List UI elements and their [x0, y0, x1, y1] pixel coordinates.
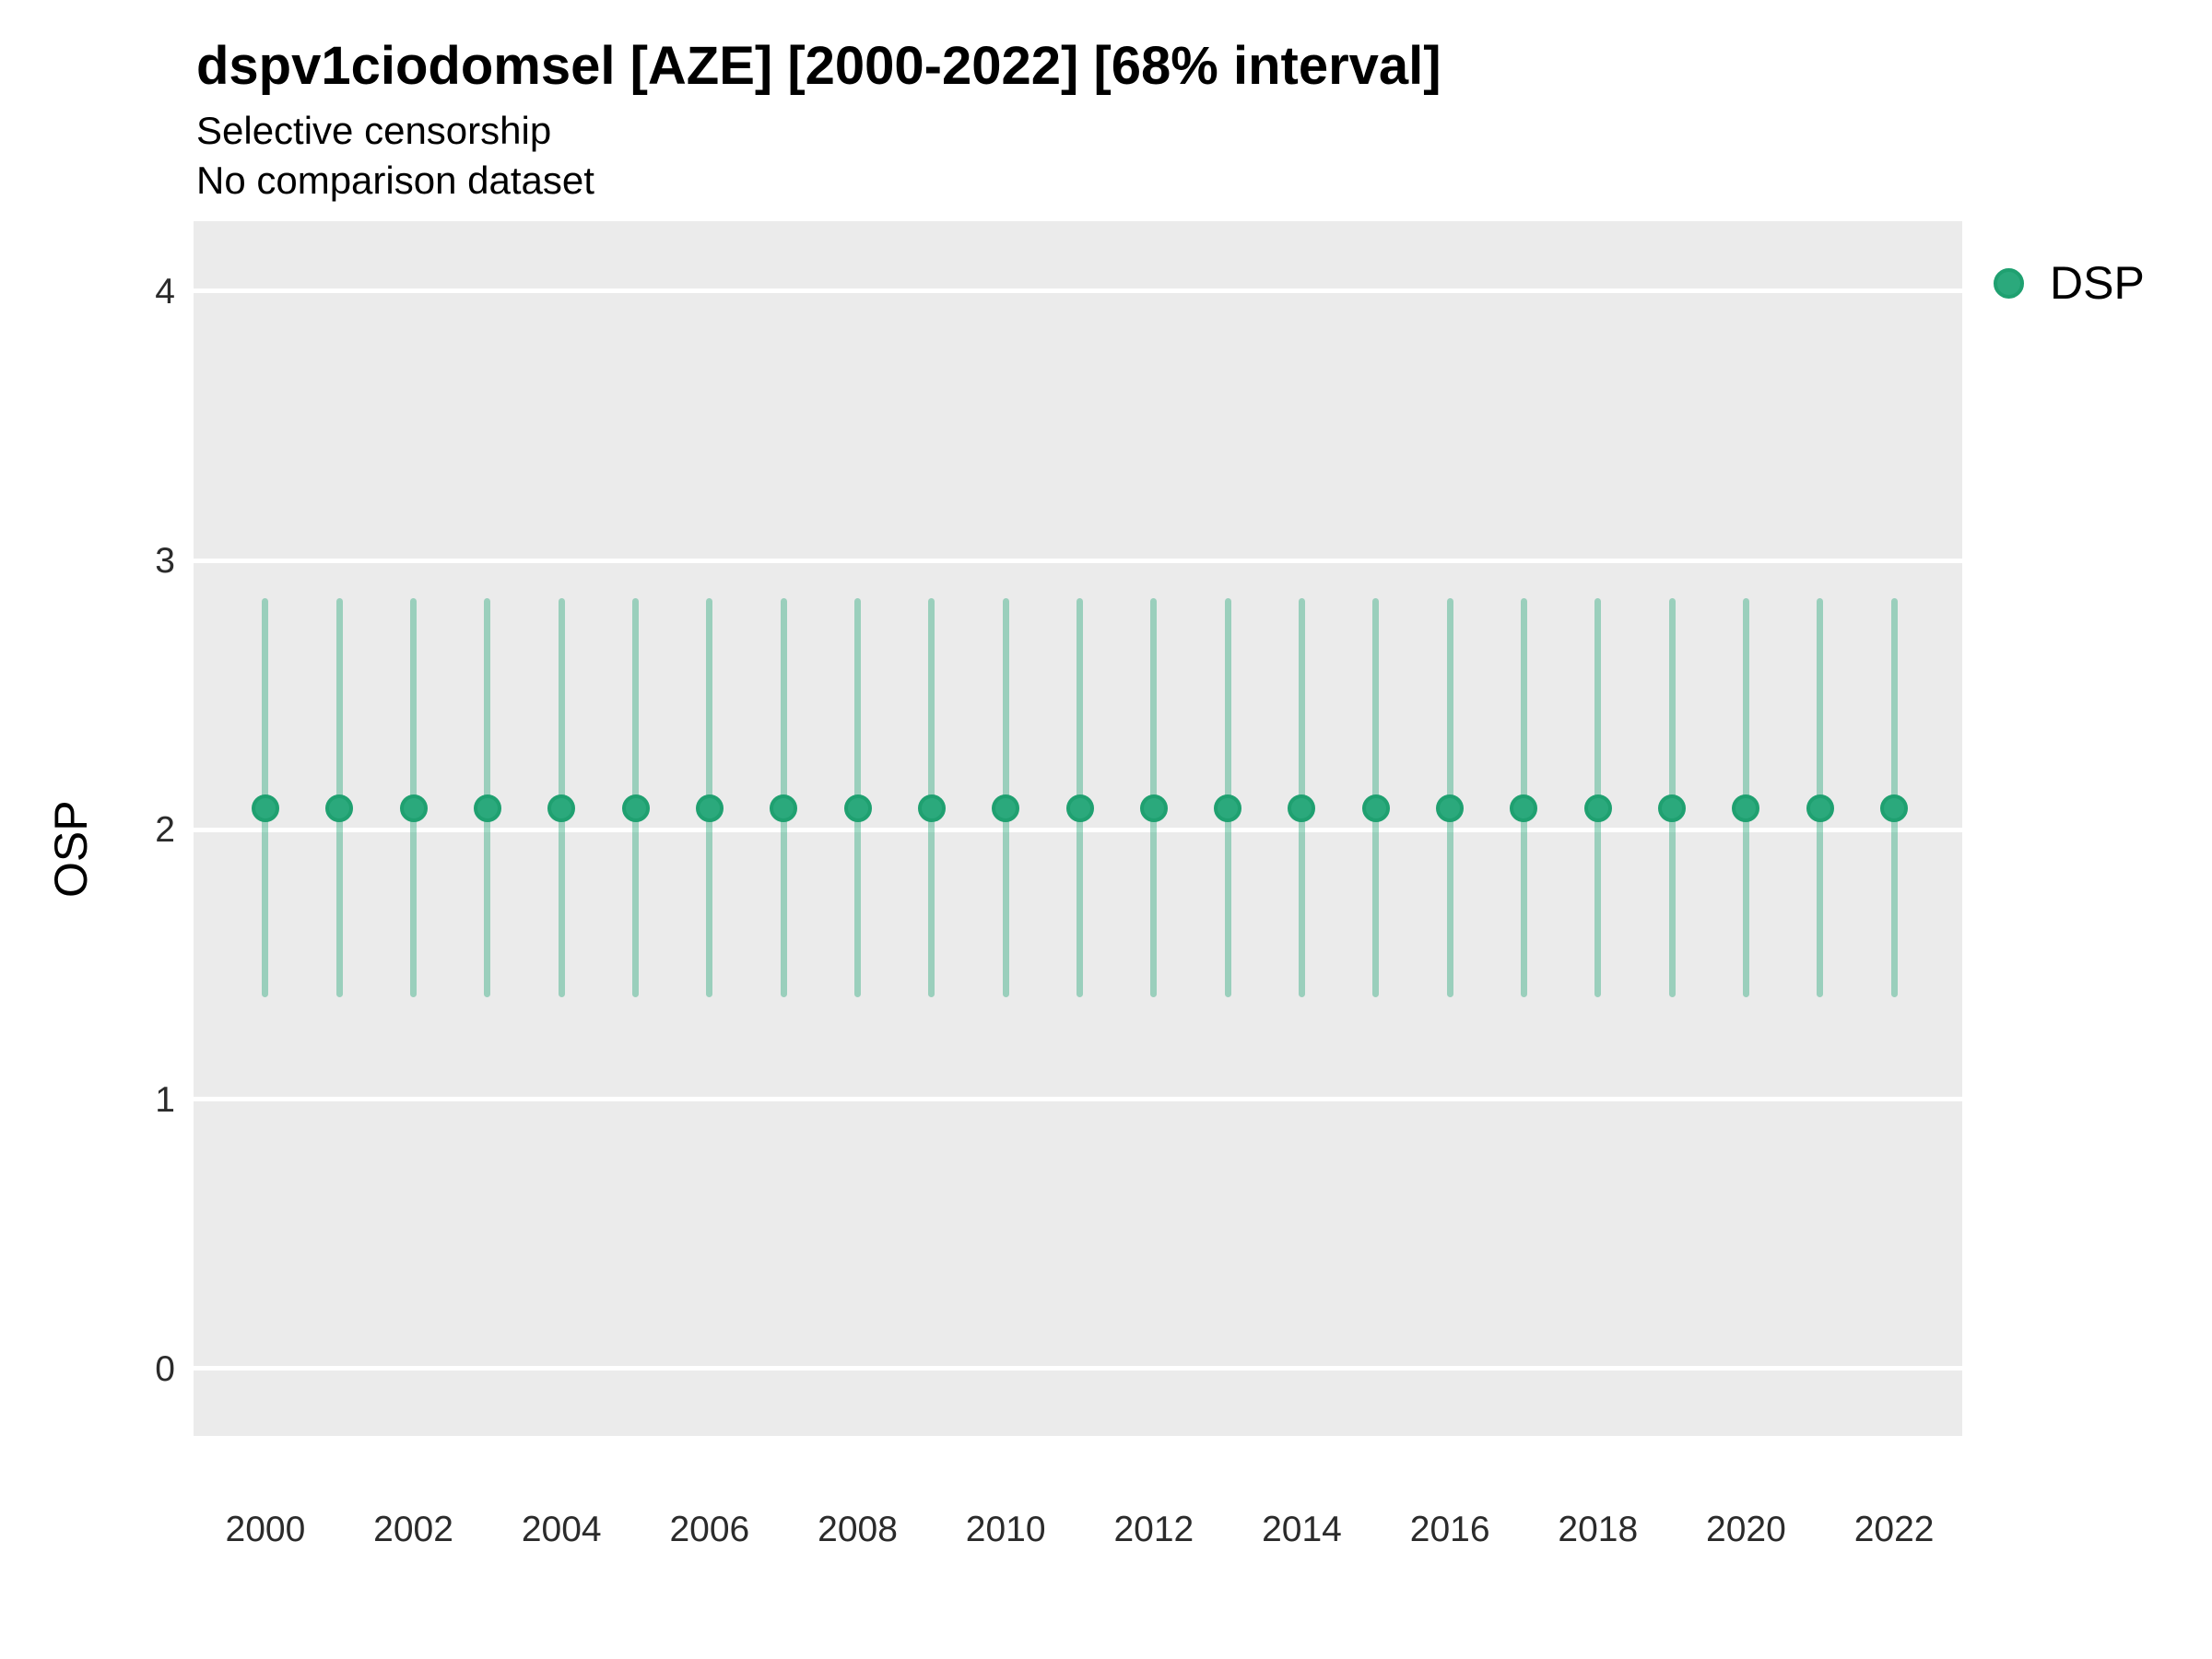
- y-tick-label-0: 0: [155, 1348, 175, 1389]
- data-point-2020: [1732, 794, 1760, 823]
- y-tick-label-1: 1: [155, 1079, 175, 1120]
- legend: DSP: [1994, 256, 2145, 310]
- data-point-2001: [325, 794, 354, 823]
- data-point-2018: [1583, 794, 1612, 823]
- x-tick-label-2022: 2022: [1853, 1510, 1935, 1549]
- data-point-2015: [1361, 794, 1390, 823]
- chart-title: dspv1ciodomsel [AZE] [2000-2022] [68% in…: [196, 36, 1441, 96]
- data-point-2017: [1510, 794, 1538, 823]
- x-tick-label-2010: 2010: [965, 1510, 1046, 1549]
- data-point-2000: [251, 794, 279, 823]
- data-point-2005: [621, 794, 650, 823]
- gridline-y-1: [194, 1097, 1962, 1102]
- y-tick-label-4: 4: [155, 271, 175, 312]
- data-point-2008: [843, 794, 872, 823]
- data-point-2022: [1880, 794, 1909, 823]
- x-tick-label-2008: 2008: [818, 1510, 898, 1549]
- data-point-2003: [473, 794, 501, 823]
- x-tick-label-2004: 2004: [521, 1510, 602, 1549]
- gridline-y-4: [194, 288, 1962, 294]
- x-tick-label-2016: 2016: [1409, 1510, 1490, 1549]
- legend-label: DSP: [2050, 257, 2145, 309]
- gridline-y-2: [194, 827, 1962, 832]
- x-tick-label-2006: 2006: [669, 1510, 750, 1549]
- legend-key-dot-icon: [1994, 267, 2024, 299]
- gridline-y-0: [194, 1366, 1962, 1371]
- x-tick-label-2020: 2020: [1706, 1510, 1786, 1549]
- data-point-2016: [1436, 794, 1465, 823]
- data-point-2002: [399, 794, 428, 823]
- data-point-2014: [1288, 794, 1316, 823]
- data-point-2019: [1658, 794, 1687, 823]
- chart-subtitle: Selective censorship: [196, 109, 552, 152]
- x-tick-label-2018: 2018: [1558, 1510, 1639, 1549]
- data-point-2011: [1065, 794, 1094, 823]
- data-point-2010: [992, 794, 1020, 823]
- plot-panel: [194, 221, 1962, 1436]
- data-point-2006: [695, 794, 724, 823]
- gridline-y-3: [194, 558, 1962, 563]
- x-tick-label-2012: 2012: [1113, 1510, 1194, 1549]
- data-point-2012: [1139, 794, 1168, 823]
- x-tick-label-2002: 2002: [373, 1510, 453, 1549]
- x-tick-label-2000: 2000: [225, 1510, 306, 1549]
- y-tick-label-3: 3: [155, 541, 175, 582]
- y-tick-label-2: 2: [155, 810, 175, 851]
- data-point-2013: [1214, 794, 1242, 823]
- x-tick-label-2014: 2014: [1262, 1510, 1342, 1549]
- data-point-2021: [1806, 794, 1834, 823]
- chart-annotation: No comparison dataset: [196, 159, 594, 202]
- data-point-2009: [917, 794, 946, 823]
- data-point-2004: [547, 794, 576, 823]
- data-point-2007: [770, 794, 798, 823]
